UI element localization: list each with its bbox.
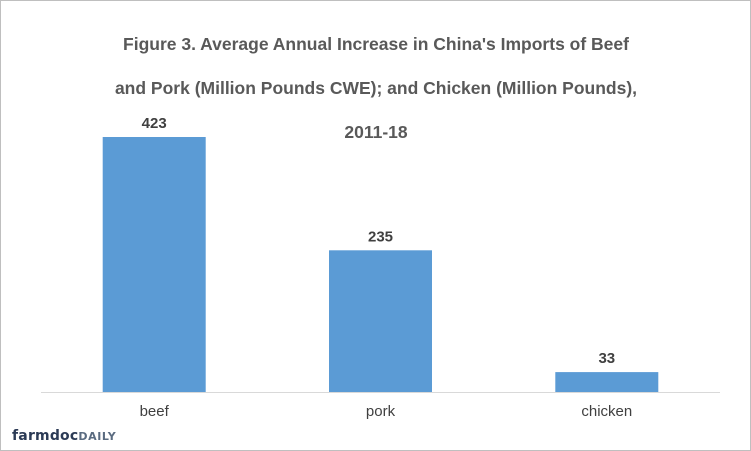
chart-title: Figure 3. Average Annual Increase in Chi… [41,11,711,143]
data-label-beef: 423 [142,115,167,132]
bar-pork [329,250,432,392]
data-label-chicken: 33 [598,350,615,367]
data-label-pork: 235 [368,228,393,245]
category-label-beef: beef [140,403,170,420]
category-label-chicken: chicken [581,403,632,420]
category-label-pork: pork [366,403,396,420]
logo-text-farmdoc: farmdoc [12,428,79,444]
chart-title-line-2: and Pork (Million Pounds CWE); and Chick… [114,78,638,98]
chart-title-line-3: 2011-18 [344,122,408,142]
logo-text-daily: DAILY [78,430,117,443]
bar-beef [102,137,206,392]
bar-chicken [555,372,659,392]
farmdoc-daily-logo: farmdocDAILY [12,428,116,445]
chart-title-line-1: Figure 3. Average Annual Increase in Chi… [123,34,629,54]
